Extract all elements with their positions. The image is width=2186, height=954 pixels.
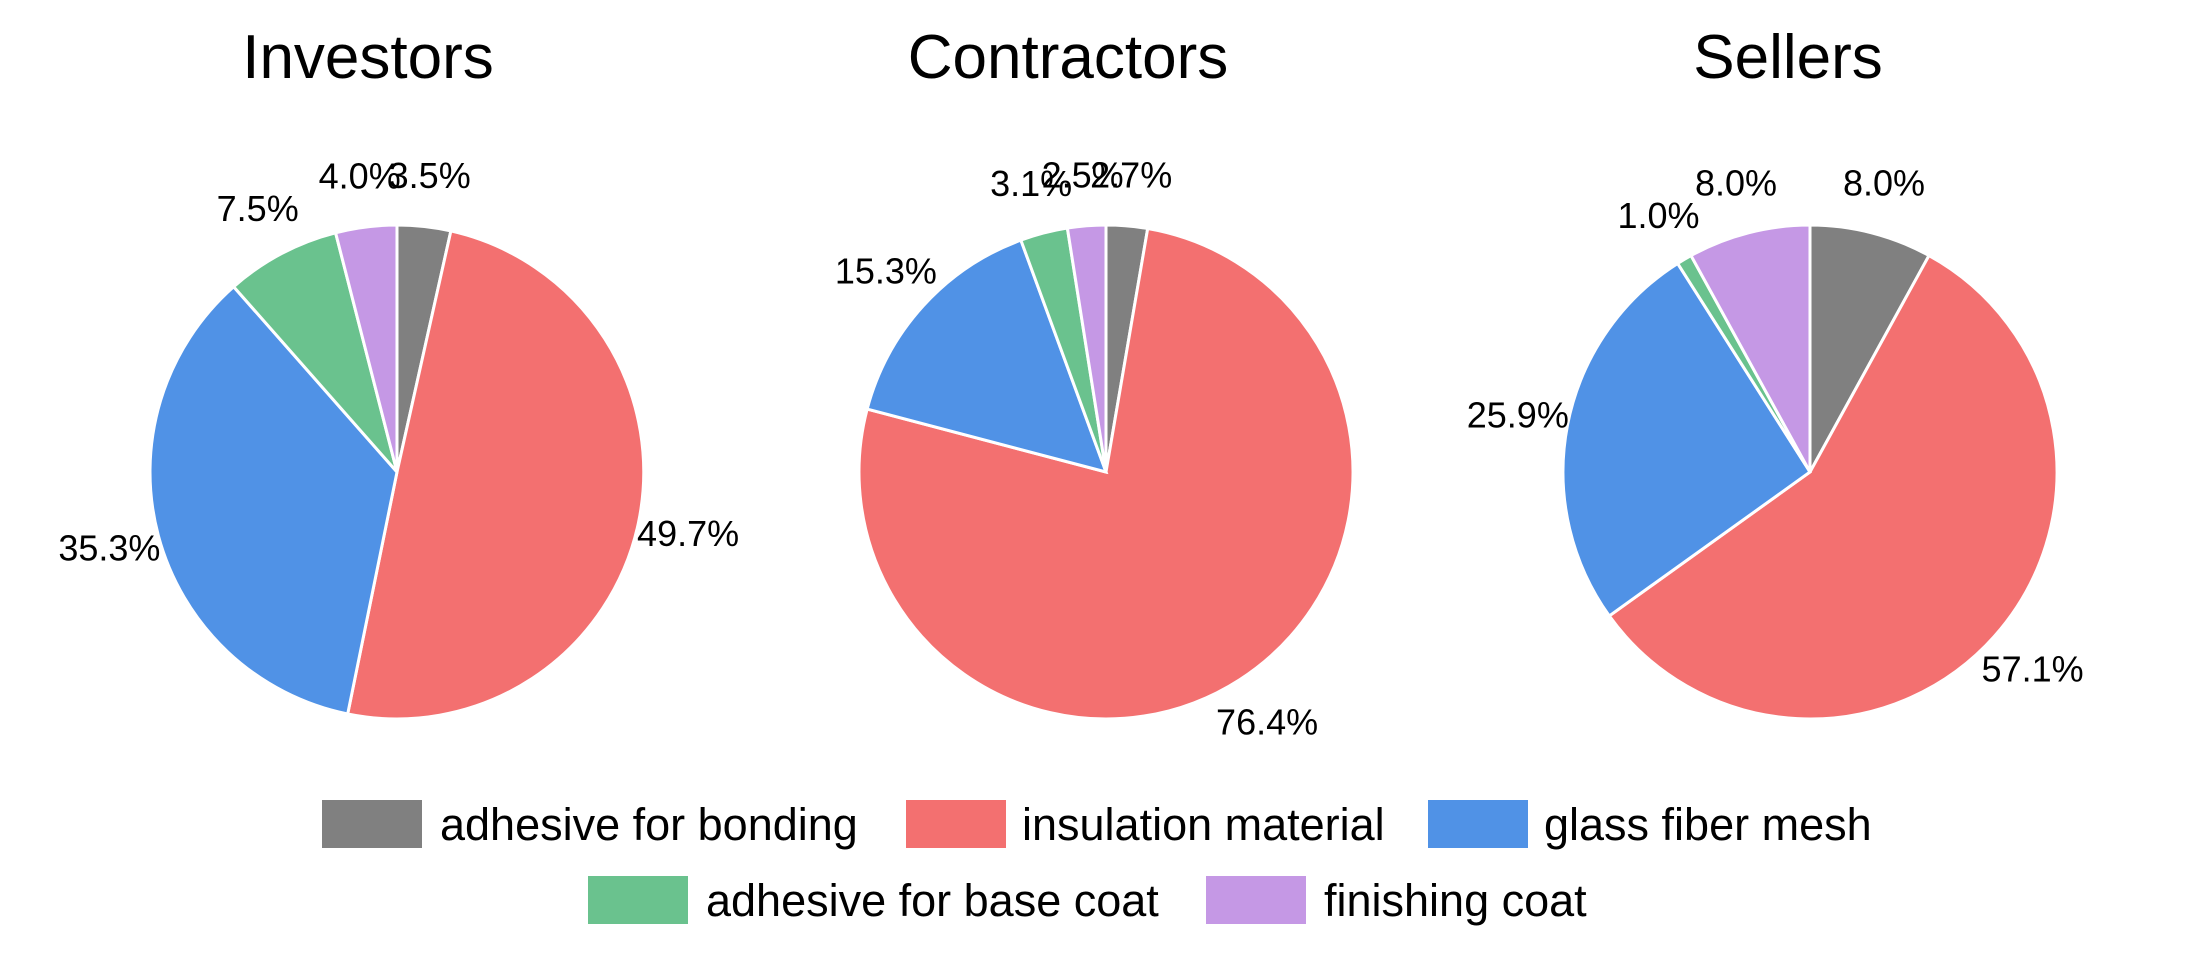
legend-label-finishing-coat: finishing coat [1324,875,1587,926]
pie-investors: Investors 3.5% 49.7% 35.3% 7.5% 4.0% [58,23,739,721]
pie-slice-insulation-material [1607,253,2059,721]
pie-slice-finishing-coat [1688,223,1812,473]
pie-slice-label: 1.0% [1617,195,1699,236]
pie-slice-label: 3.1% [990,163,1072,204]
pie-slice-label: 25.9% [1467,394,1569,435]
legend-label-insulation-material: insulation material [1022,799,1385,850]
pie-charts: Investors 3.5% 49.7% 35.3% 7.5% 4.0% Contracto… [58,23,2083,742]
pie-slice-label: 2.7% [1090,154,1172,195]
pie-title: Contractors [908,23,1228,92]
legend-swatch-insulation-material [906,800,1006,848]
pie-slice-finishing-coat [333,223,399,473]
pie-contractors: Contractors 2.7% 76.4% 15.3% 3.1%2.5% [835,23,1355,742]
pie-slice-insulation-material [345,229,646,721]
legend: adhesive for bonding insulation material… [322,799,1872,926]
legend-swatch-adhesive-for-bonding [322,800,422,848]
pie-slice-finishing-coat [1065,223,1108,473]
pie-title: Investors [242,23,494,92]
pie-slice-glass-fiber-mesh [148,284,399,716]
pie-slice-label: 8.0% [1695,163,1777,204]
pie-slice-label: 57.1% [1982,649,2084,690]
pie-slice-insulation-material [857,226,1355,721]
legend-label-adhesive-for-bonding: adhesive for bonding [440,799,858,850]
pie-slice-label: 2.5% [1042,154,1124,195]
pie-slice-label: 35.3% [58,528,160,569]
legend-label-adhesive-for-base-coat: adhesive for base coat [706,875,1159,926]
pie-slice-glass-fiber-mesh [865,238,1109,475]
legend-swatch-glass-fiber-mesh [1428,800,1528,848]
legend-swatch-adhesive-for-base-coat [588,876,688,924]
pie-slice-label: 76.4% [1216,701,1318,742]
pie-slice-label: 3.5% [389,155,471,196]
pie-slice-label: 7.5% [217,188,299,229]
pie-slice-adhesive-for-bonding [1808,223,1932,473]
pie-slice-glass-fiber-mesh [1561,261,1813,619]
pie-slice-label: 15.3% [835,251,937,292]
pie-slice-label: 4.0% [319,156,401,197]
legend-swatch-finishing-coat [1206,876,1306,924]
pie-slice-label: 49.7% [637,513,739,554]
pie-title: Sellers [1693,23,1883,92]
pie-slice-adhesive-for-base-coat [231,230,399,473]
legend-label-glass-fiber-mesh: glass fiber mesh [1544,799,1872,850]
pie-slice-label: 8.0% [1843,163,1925,204]
